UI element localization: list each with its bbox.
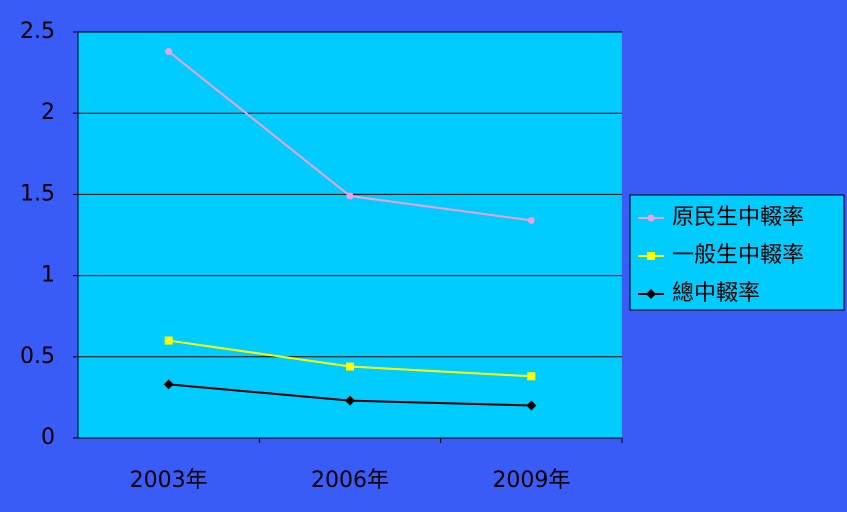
marker: [647, 214, 655, 222]
marker: [163, 379, 174, 390]
y-tick-label: 0: [41, 425, 55, 450]
y-tick-label: 1.5: [20, 181, 55, 206]
legend-label: 一般生中輟率: [672, 243, 804, 268]
marker: [346, 192, 354, 200]
marker: [164, 336, 173, 345]
y-tick-label: 2.5: [20, 19, 55, 44]
marker: [646, 289, 656, 299]
legend-box: [629, 194, 845, 311]
x-tick-label: 2009年: [492, 468, 570, 493]
legend-label: 總中輟率: [672, 281, 760, 306]
marker: [526, 400, 537, 411]
plot-area: [78, 32, 622, 438]
marker: [527, 372, 536, 381]
marker: [165, 47, 173, 55]
marker: [346, 362, 354, 371]
y-tick-label: 0.5: [20, 344, 55, 369]
y-tick-label: 2: [41, 100, 55, 125]
marker: [647, 252, 655, 260]
x-tick-label: 2003年: [130, 468, 208, 493]
marker: [345, 395, 355, 406]
marker: [527, 216, 535, 224]
legend-label: 原民生中輟率: [672, 205, 804, 230]
y-tick-label: 1: [41, 263, 55, 288]
x-tick-label: 2006年: [311, 468, 389, 493]
